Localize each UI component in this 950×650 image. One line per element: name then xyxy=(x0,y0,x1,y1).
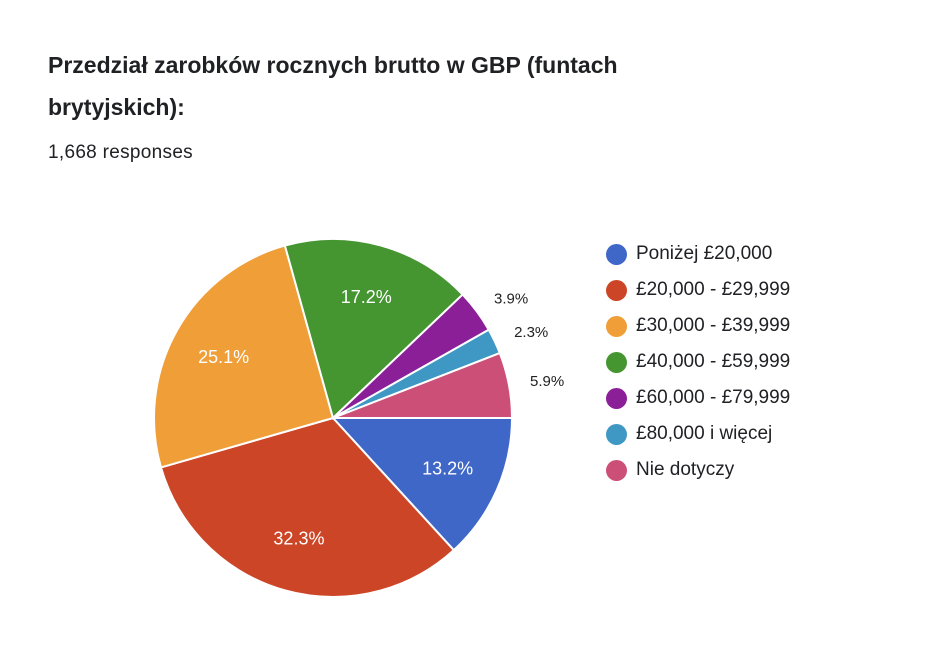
legend-label: £60,000 - £79,999 xyxy=(636,387,791,408)
slice-label: 5.9% xyxy=(530,373,564,390)
legend-label: Poniżej £20,000 xyxy=(636,243,773,264)
chart-title: Przedział zarobków rocznych brutto w GBP… xyxy=(48,52,618,120)
slice-label: 25.1% xyxy=(198,347,249,367)
slice-label: 17.2% xyxy=(341,287,392,307)
pie-slice xyxy=(159,416,456,598)
slice-label: 13.2% xyxy=(422,459,473,479)
legend-item: £80,000 i więcej xyxy=(606,416,790,452)
legend-swatch xyxy=(606,387,627,409)
legend-label: Nie dotyczy xyxy=(636,459,735,480)
legend-label: £80,000 i więcej xyxy=(636,423,773,444)
pie-slice xyxy=(153,244,335,469)
legend-item: Poniżej £20,000 xyxy=(606,236,790,272)
legend-swatch xyxy=(606,243,627,265)
legend-item: £40,000 - £59,999 xyxy=(606,344,790,380)
legend-swatch xyxy=(606,459,627,481)
pie-slice xyxy=(283,238,465,420)
response-count: 1,668 responses xyxy=(48,142,193,163)
legend-item: £30,000 - £39,999 xyxy=(606,308,790,344)
slice-label: 3.9% xyxy=(494,291,528,308)
pie-slice xyxy=(330,417,514,552)
legend-swatch xyxy=(606,351,627,373)
legend: Poniżej £20,000 £20,000 - £29,999 £30,000 … xyxy=(606,236,790,488)
legend-label: £40,000 - £59,999 xyxy=(636,351,791,372)
pie-slice xyxy=(332,351,514,419)
legend-item: £60,000 - £79,999 xyxy=(606,380,790,416)
legend-swatch xyxy=(606,279,627,301)
legend-label: £20,000 - £29,999 xyxy=(636,279,791,300)
slice-label: 2.3% xyxy=(514,324,548,341)
legend-item: Nie dotyczy xyxy=(606,452,790,488)
legend-swatch xyxy=(606,315,627,337)
legend-label: £30,000 - £39,999 xyxy=(636,315,791,336)
legend-item: £20,000 - £29,999 xyxy=(606,272,790,308)
legend-swatch xyxy=(606,423,627,445)
slice-label: 32.3% xyxy=(273,529,324,549)
